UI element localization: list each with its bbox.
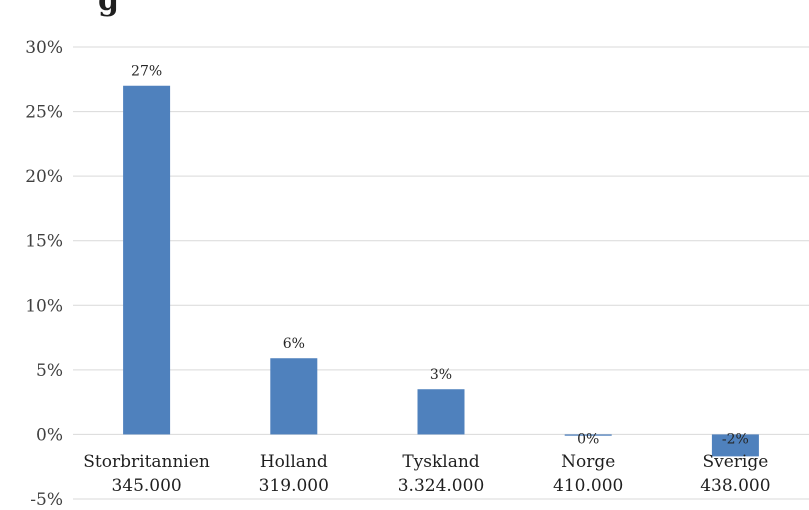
category-label: Tyskland bbox=[402, 452, 479, 472]
data-label: 6% bbox=[283, 336, 305, 352]
y-tick-label: 25% bbox=[25, 103, 63, 123]
data-label: 3% bbox=[430, 367, 452, 383]
category-label: Norge bbox=[561, 452, 615, 472]
data-label: 0% bbox=[577, 431, 599, 447]
category-sublabel: 345.000 bbox=[111, 476, 181, 496]
category-label: Holland bbox=[260, 452, 328, 472]
y-tick-label: 10% bbox=[25, 296, 63, 316]
category-sublabel: 438.000 bbox=[700, 476, 770, 496]
category-label: Storbritannien bbox=[83, 452, 210, 472]
y-tick-label: 5% bbox=[36, 361, 63, 381]
bar bbox=[417, 389, 465, 435]
category-sublabel: 3.324.000 bbox=[398, 476, 485, 496]
y-tick-label: 0% bbox=[36, 425, 63, 445]
category-sublabel: 410.000 bbox=[553, 476, 623, 496]
y-tick-label: 20% bbox=[25, 167, 63, 187]
chart-title-fragment: g bbox=[98, 0, 119, 18]
bar bbox=[270, 358, 318, 435]
data-label: 27% bbox=[131, 64, 162, 80]
y-tick-label: 15% bbox=[25, 232, 63, 252]
y-tick-label: -5% bbox=[30, 490, 63, 510]
bar bbox=[711, 434, 759, 457]
y-tick-label: 30% bbox=[25, 38, 63, 58]
category-sublabel: 319.000 bbox=[259, 476, 329, 496]
bar bbox=[564, 434, 612, 436]
data-label: -2% bbox=[722, 431, 749, 447]
category-label: Sverige bbox=[702, 452, 768, 472]
bar bbox=[123, 85, 171, 435]
